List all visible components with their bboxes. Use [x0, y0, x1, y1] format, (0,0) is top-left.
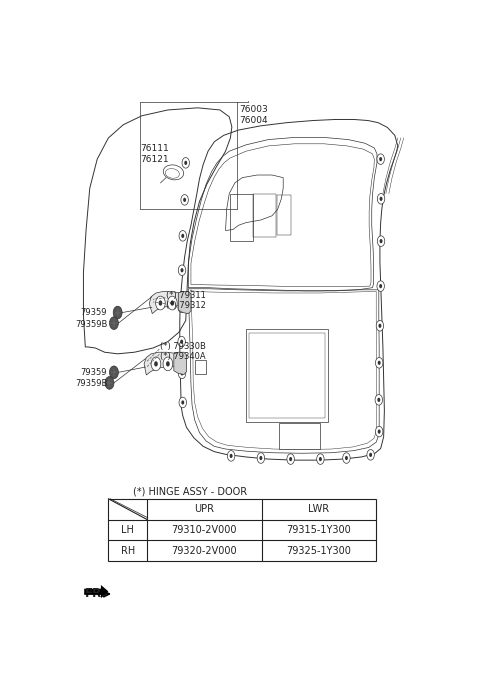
Circle shape [377, 398, 380, 402]
Circle shape [259, 456, 263, 460]
Circle shape [377, 281, 384, 291]
Circle shape [377, 154, 384, 164]
Circle shape [345, 456, 348, 460]
Circle shape [180, 305, 183, 309]
Circle shape [180, 268, 183, 272]
Bar [253, 194, 276, 237]
Polygon shape [144, 352, 175, 375]
Text: 76003
76004: 76003 76004 [239, 105, 268, 124]
Text: 79325-1Y300: 79325-1Y300 [287, 545, 351, 556]
Text: UPR: UPR [194, 504, 215, 514]
Circle shape [180, 339, 183, 344]
Circle shape [180, 371, 183, 376]
Circle shape [168, 296, 177, 310]
Circle shape [166, 361, 170, 366]
Circle shape [380, 196, 383, 201]
Text: 79359B: 79359B [75, 379, 107, 388]
Circle shape [289, 457, 292, 461]
Bar [108, 499, 376, 561]
Circle shape [229, 454, 233, 458]
Text: 79315-1Y300: 79315-1Y300 [287, 525, 351, 535]
Polygon shape [84, 585, 108, 598]
Circle shape [179, 231, 186, 241]
Circle shape [379, 284, 382, 289]
Circle shape [178, 265, 186, 275]
Polygon shape [149, 291, 179, 313]
Circle shape [170, 300, 174, 306]
Circle shape [319, 457, 322, 461]
Bar [230, 194, 252, 241]
Circle shape [156, 296, 165, 310]
Polygon shape [174, 352, 186, 374]
Circle shape [182, 157, 190, 168]
Circle shape [113, 306, 122, 319]
Text: (*) 79311
(*) 79312: (*) 79311 (*) 79312 [166, 291, 206, 310]
Circle shape [109, 366, 119, 379]
Circle shape [343, 453, 350, 463]
Circle shape [378, 429, 381, 433]
Circle shape [181, 234, 184, 238]
Text: FR.: FR. [85, 587, 108, 600]
Circle shape [380, 239, 383, 243]
Circle shape [378, 361, 381, 365]
Circle shape [184, 161, 187, 165]
Circle shape [178, 302, 185, 313]
Circle shape [183, 198, 186, 202]
Circle shape [178, 368, 186, 379]
Circle shape [317, 454, 324, 464]
Text: LH: LH [121, 525, 134, 535]
Circle shape [151, 357, 161, 371]
Circle shape [109, 317, 119, 330]
Circle shape [257, 453, 264, 463]
Circle shape [105, 376, 114, 390]
Circle shape [367, 449, 374, 460]
Circle shape [378, 324, 382, 328]
Text: (*) HINGE ASSY - DOOR: (*) HINGE ASSY - DOOR [132, 486, 247, 496]
Text: 79310-2V000: 79310-2V000 [172, 525, 237, 535]
Circle shape [379, 157, 382, 161]
Text: LWR: LWR [308, 504, 329, 514]
Circle shape [178, 337, 185, 347]
Circle shape [375, 357, 383, 368]
Circle shape [181, 194, 188, 205]
Circle shape [179, 397, 186, 408]
Text: 79359: 79359 [81, 308, 107, 317]
Circle shape [228, 451, 235, 461]
Text: RH: RH [120, 545, 135, 556]
Text: 76111
76121: 76111 76121 [140, 144, 169, 164]
Circle shape [158, 300, 162, 306]
Text: 79359B: 79359B [75, 319, 107, 328]
Bar [279, 423, 321, 449]
Circle shape [377, 194, 385, 204]
Circle shape [376, 320, 384, 331]
Circle shape [369, 453, 372, 457]
Text: 79320-2V000: 79320-2V000 [171, 545, 237, 556]
Circle shape [181, 401, 184, 405]
Circle shape [375, 426, 383, 437]
Circle shape [154, 361, 158, 366]
Text: (*) 79330B
(*) 79340A: (*) 79330B (*) 79340A [160, 342, 205, 361]
Text: 79359: 79359 [81, 368, 107, 377]
Bar [195, 359, 206, 374]
Circle shape [163, 357, 173, 371]
Circle shape [375, 394, 383, 405]
Circle shape [287, 454, 294, 464]
Polygon shape [178, 291, 191, 313]
Bar [246, 330, 328, 422]
Bar [276, 194, 291, 235]
Circle shape [377, 236, 385, 247]
Bar [249, 333, 325, 418]
